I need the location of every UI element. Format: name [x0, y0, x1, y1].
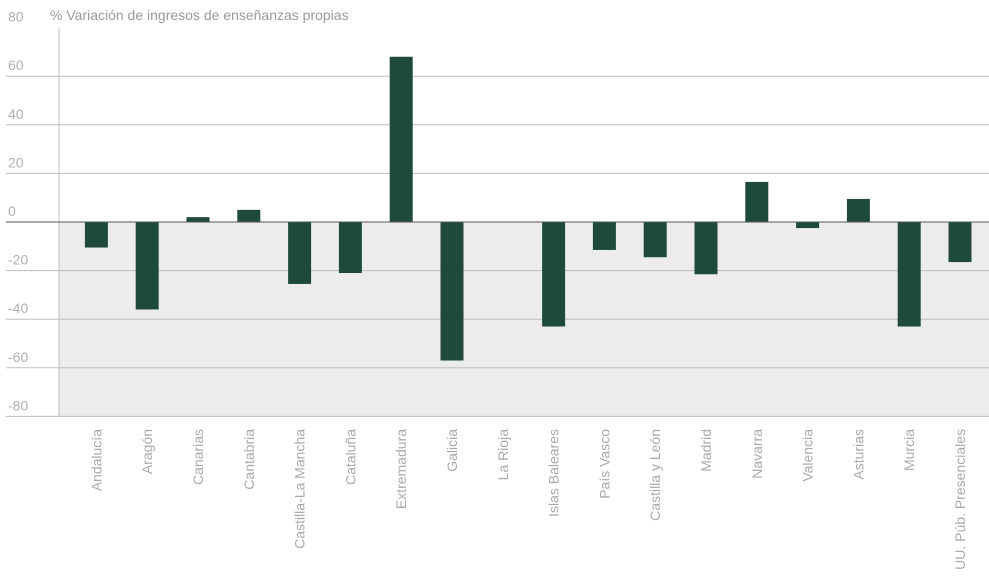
y-tick-label: 60 — [8, 57, 24, 73]
bar — [592, 222, 616, 250]
x-tick-label: UU. Púb. Presenciales — [952, 429, 968, 570]
y-tick-label: -20 — [8, 252, 28, 268]
bar — [237, 209, 261, 222]
y-tick-label: 0 — [8, 203, 16, 219]
x-tick-label: Canarias — [190, 429, 206, 485]
y-tick-label: 80 — [8, 9, 24, 25]
x-tick-label: Aragón — [139, 429, 155, 474]
bar — [796, 222, 820, 229]
x-tick-labels: Andalucía Aragón Canarias Cantabria Castilla… — [88, 429, 968, 570]
x-tick-label: La Rioja — [495, 429, 511, 481]
bar — [897, 222, 921, 327]
bar — [135, 222, 159, 310]
bar — [643, 222, 667, 258]
bar — [389, 56, 413, 223]
x-tick-label: Valencia — [800, 429, 816, 482]
y-tick-label: -40 — [8, 300, 28, 316]
bar — [338, 222, 362, 274]
bar — [846, 198, 870, 222]
chart-title: % Variación de ingresos de enseñanzas pr… — [50, 7, 349, 23]
x-tick-label: Galicia — [444, 429, 460, 472]
x-tick-label: Cantabria — [241, 429, 257, 490]
bar — [542, 222, 566, 327]
x-tick-label: Cataluña — [342, 429, 358, 485]
y-tick-label: -80 — [8, 397, 28, 413]
x-tick-label: Murcia — [901, 429, 917, 471]
x-tick-label: Navarra — [749, 429, 765, 479]
x-tick-label: Castilla y León — [647, 429, 663, 521]
x-tick-label: País Vasco — [596, 429, 612, 499]
x-tick-label: Asturias — [850, 429, 866, 480]
bar — [745, 181, 769, 222]
x-tick-label: Madrid — [698, 429, 714, 472]
x-tick-label: Extremadura — [393, 429, 409, 509]
bar — [84, 222, 108, 248]
y-tick-label: 20 — [8, 154, 24, 170]
bar — [948, 222, 972, 263]
x-tick-label: Islas Baleares — [546, 429, 562, 517]
bar — [440, 222, 464, 361]
y-tick-labels: 80 60 40 20 0 -20 -40 -60 -80 — [8, 9, 28, 414]
bar — [694, 222, 718, 275]
x-tick-label: Andalucía — [88, 429, 104, 491]
gridlines — [6, 75, 989, 417]
bars — [84, 56, 972, 361]
y-tick-label: 40 — [8, 106, 24, 122]
y-tick-label: -60 — [8, 349, 28, 365]
x-tick-label: Castilla-La Mancha — [292, 429, 308, 549]
bar — [288, 222, 312, 284]
bar — [186, 217, 210, 222]
